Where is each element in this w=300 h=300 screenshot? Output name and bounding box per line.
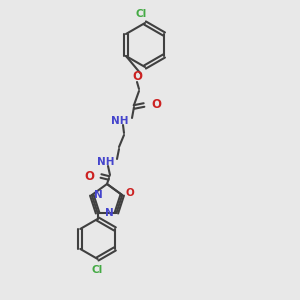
Text: Cl: Cl — [92, 265, 103, 275]
Text: O: O — [84, 169, 94, 182]
Text: O: O — [125, 188, 134, 198]
Text: NH: NH — [112, 116, 129, 126]
Text: Cl: Cl — [135, 9, 147, 19]
Text: NH: NH — [97, 157, 114, 167]
Text: N: N — [105, 208, 113, 218]
Text: O: O — [132, 70, 142, 83]
Text: N: N — [94, 190, 103, 200]
Text: O: O — [151, 98, 161, 112]
